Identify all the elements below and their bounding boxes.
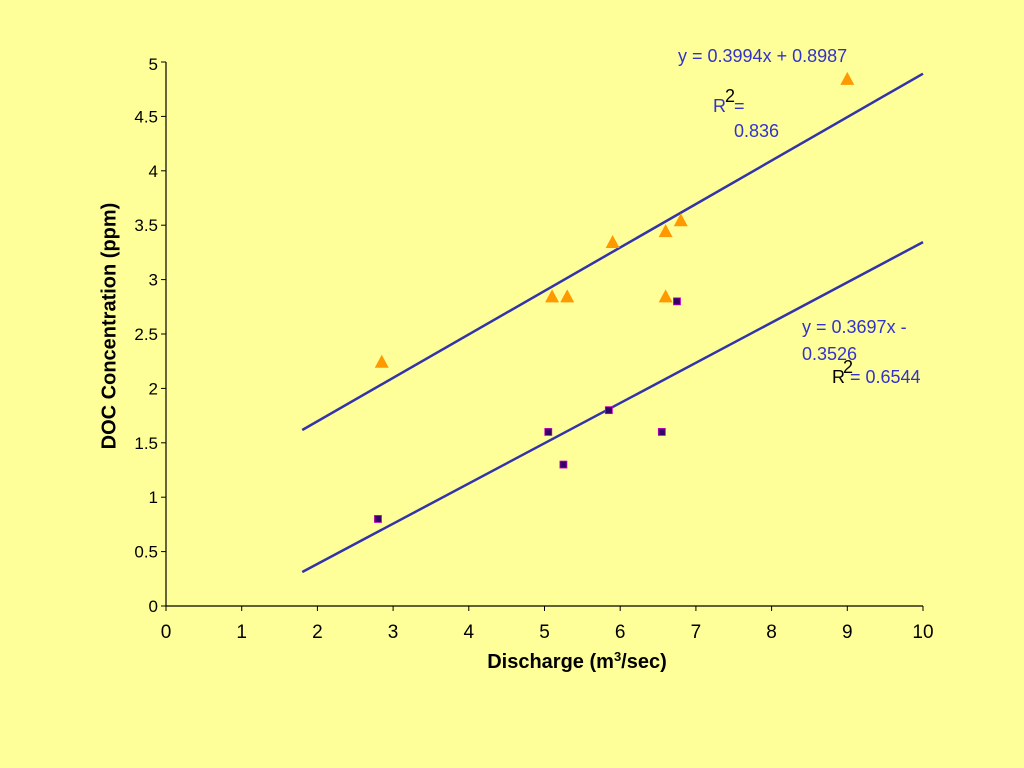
x-tick-label: 5 (539, 622, 550, 643)
y-tick-label: 3.5 (134, 216, 158, 235)
lower-r2-rest: = 0.6544 (850, 367, 921, 387)
lower-r2-prefix: R (832, 367, 845, 387)
y-tick-label: 0 (149, 597, 158, 616)
x-tick-label: 4 (464, 622, 475, 643)
triangle-marker (673, 213, 688, 227)
triangle-marker (374, 354, 389, 368)
trendline-1 (301, 72, 924, 432)
y-tick-label: 1 (149, 488, 158, 507)
x-tick-label: 2 (312, 622, 323, 643)
lower-r2-exponent: 2 (843, 357, 853, 377)
y-tick-label: 5 (149, 55, 158, 74)
x-tick-label: 1 (236, 622, 247, 643)
square-marker (604, 406, 613, 415)
lower-trendline-equation-line2: 0.3526 (802, 344, 857, 364)
x-tick-label: 9 (842, 622, 853, 643)
y-tick-label: 0.5 (134, 543, 158, 562)
y-tick-label: 4 (149, 162, 158, 181)
x-axis-title-end: /sec) (621, 651, 667, 673)
x-tick-label: 6 (615, 622, 626, 643)
y-tick-label: 2 (149, 379, 158, 398)
x-tick-label: 3 (388, 622, 399, 643)
x-tick-label: 0 (161, 622, 172, 643)
triangle-marker (605, 235, 620, 249)
upper-trendline-label: y = 0.3994x + 0.8987 R 2 = 0.836 (678, 46, 847, 141)
y-tick-label: 2.5 (134, 325, 158, 344)
triangle-marker (658, 224, 673, 238)
y-tick-label: 4.5 (134, 107, 158, 126)
triangle-marker (545, 289, 560, 303)
data-markers (374, 71, 855, 523)
square-marker (559, 460, 568, 469)
upper-r2-equals: = (734, 96, 745, 116)
x-axis-title: Discharge (m3/sec) (487, 649, 667, 673)
x-axis-title-main: Discharge (m (487, 651, 614, 673)
square-marker (673, 297, 681, 306)
upper-r2-value: 0.836 (734, 121, 779, 141)
x-tick-label: 8 (766, 622, 777, 643)
x-tick-label: 10 (912, 622, 933, 643)
upper-trendline-equation: y = 0.3994x + 0.8987 (678, 46, 847, 66)
square-marker (544, 428, 553, 436)
triangle-marker (560, 289, 575, 303)
upper-r2-prefix: R (713, 96, 726, 116)
y-tick-label: 3 (149, 271, 158, 290)
square-marker (374, 515, 382, 523)
x-axis-title-superscript: 3 (614, 649, 621, 664)
triangle-marker (658, 289, 673, 303)
x-axis-ticks: 0 1 2 3 4 5 6 7 8 9 10 (161, 606, 934, 643)
y-axis-title: DOC Concentration (ppm) (98, 203, 120, 450)
upper-r2-exponent: 2 (725, 86, 735, 106)
y-tick-label: 1.5 (134, 434, 158, 453)
y-axis-ticks: 0 0.5 1 1.5 2 2.5 3 3.5 4 4.5 5 (134, 55, 166, 616)
lower-trendline-label: y = 0.3697x - 0.3526 R 2 = 0.6544 (802, 317, 921, 387)
square-marker (657, 428, 666, 436)
lower-trendline-equation-line1: y = 0.3697x - (802, 317, 907, 337)
x-tick-label: 7 (691, 622, 702, 643)
triangle-marker (840, 71, 855, 85)
